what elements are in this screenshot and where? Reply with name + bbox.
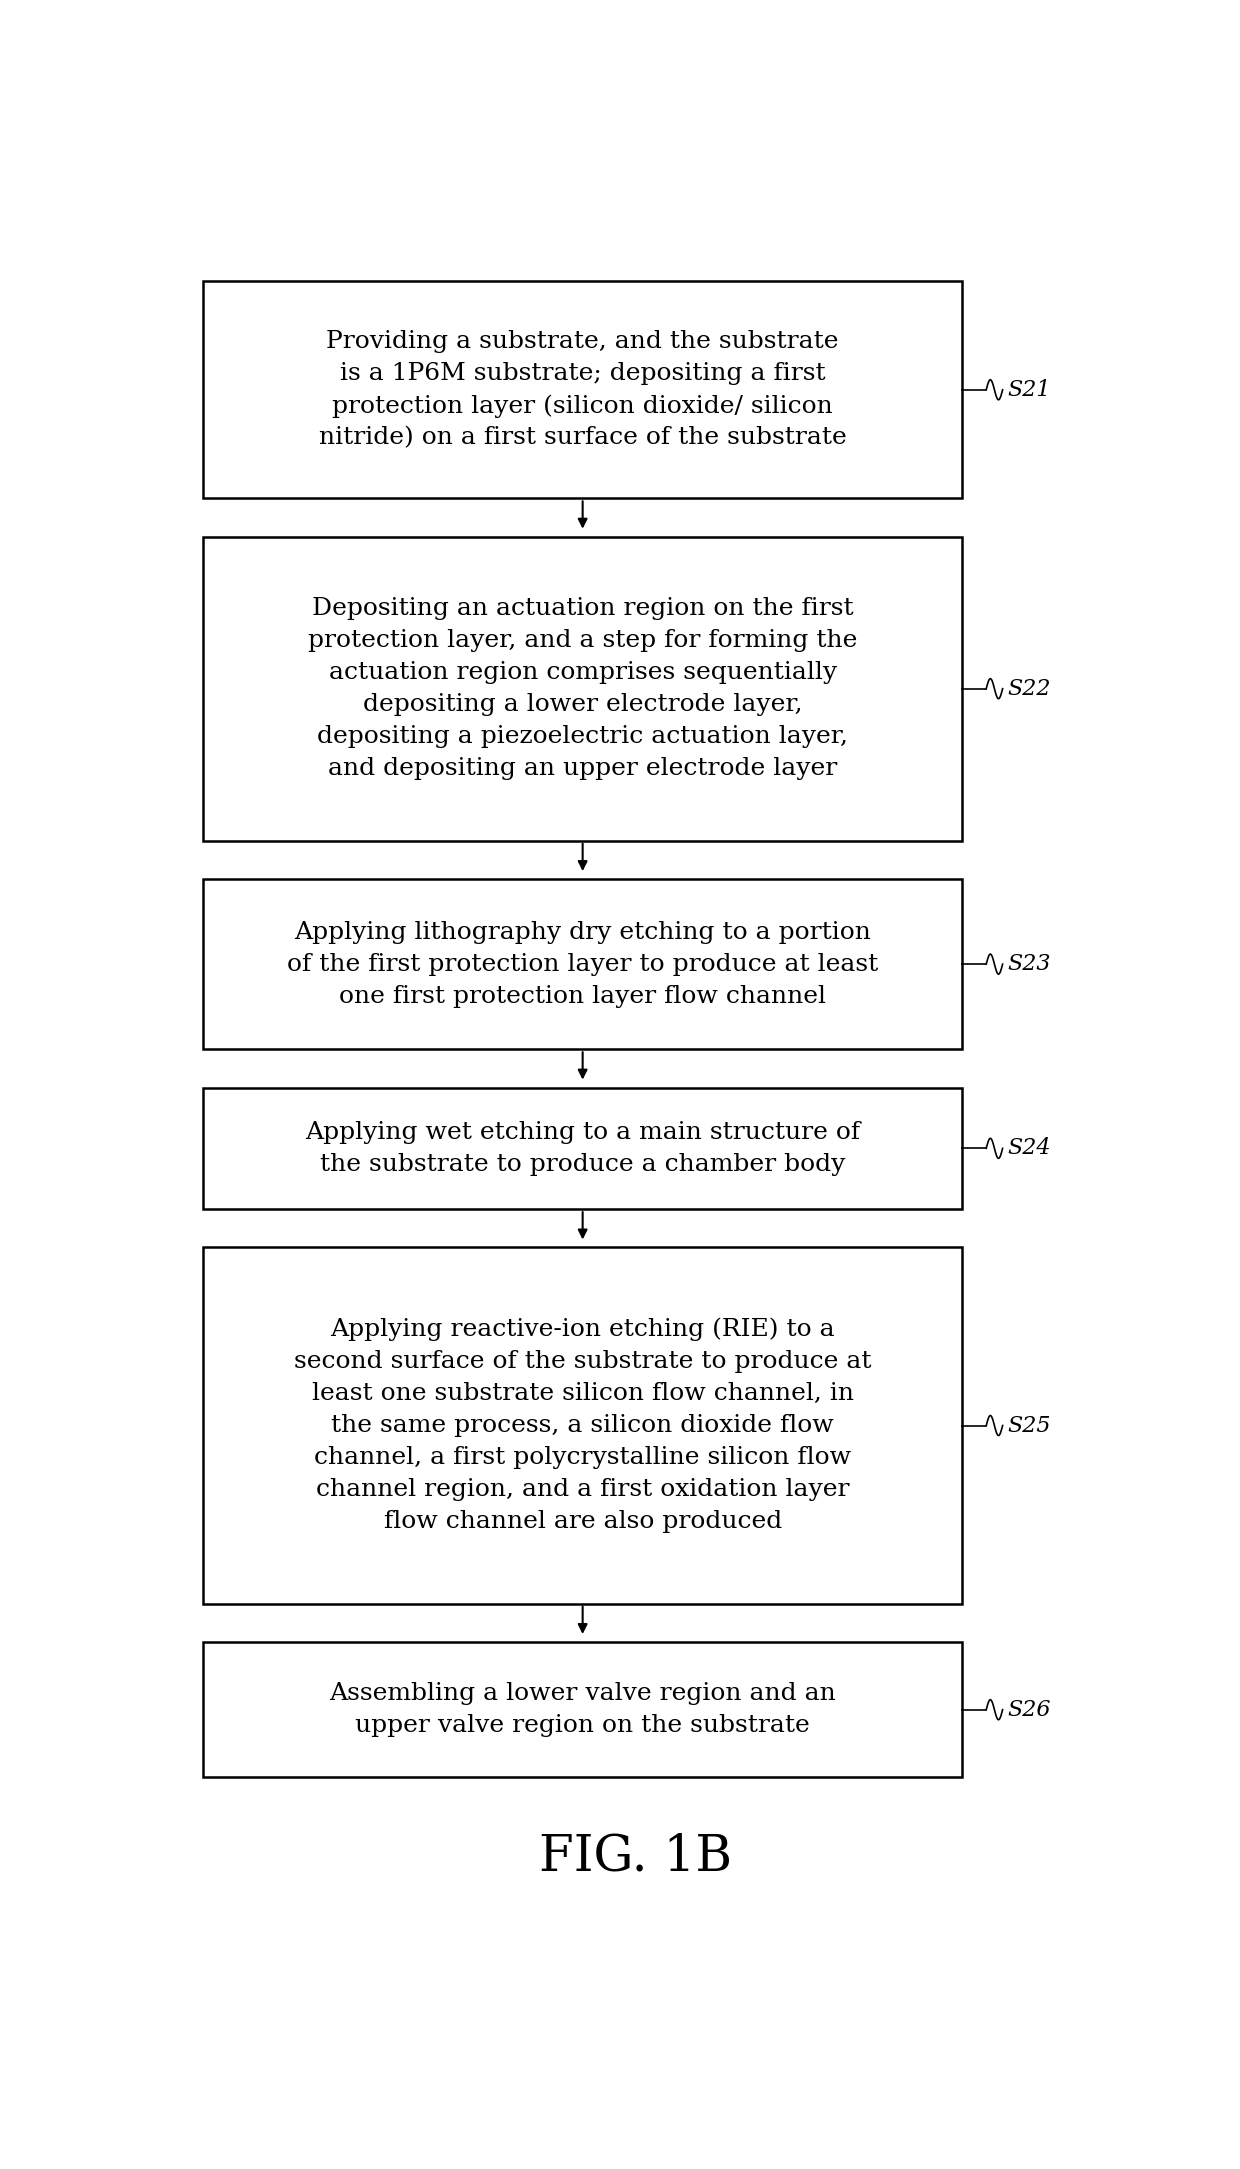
Bar [203,536,962,842]
Text: S23: S23 [1007,952,1052,976]
Bar [203,282,962,499]
Text: S26: S26 [1007,1698,1052,1720]
Bar [203,1087,962,1208]
Text: FIG. 1B: FIG. 1B [539,1833,732,1881]
Text: Providing a substrate, and the substrate
is a 1P6M substrate; depositing a first: Providing a substrate, and the substrate… [319,330,847,449]
Bar [203,878,962,1050]
Text: Applying reactive-ion etching (RIE) to a
second surface of the substrate to prod: Applying reactive-ion etching (RIE) to a… [294,1319,872,1533]
Bar [203,1642,962,1776]
Text: Assembling a lower valve region and an
upper valve region on the substrate: Assembling a lower valve region and an u… [330,1683,836,1737]
Text: S22: S22 [1007,677,1052,701]
Text: Applying wet etching to a main structure of
the substrate to produce a chamber b: Applying wet etching to a main structure… [305,1121,861,1176]
Text: Applying lithography dry etching to a portion
of the first protection layer to p: Applying lithography dry etching to a po… [286,920,878,1009]
Text: S25: S25 [1007,1414,1052,1436]
Bar [203,1247,962,1603]
Text: S24: S24 [1007,1137,1052,1160]
Text: Depositing an actuation region on the first
protection layer, and a step for for: Depositing an actuation region on the fi… [308,596,857,781]
Text: S21: S21 [1007,380,1052,401]
